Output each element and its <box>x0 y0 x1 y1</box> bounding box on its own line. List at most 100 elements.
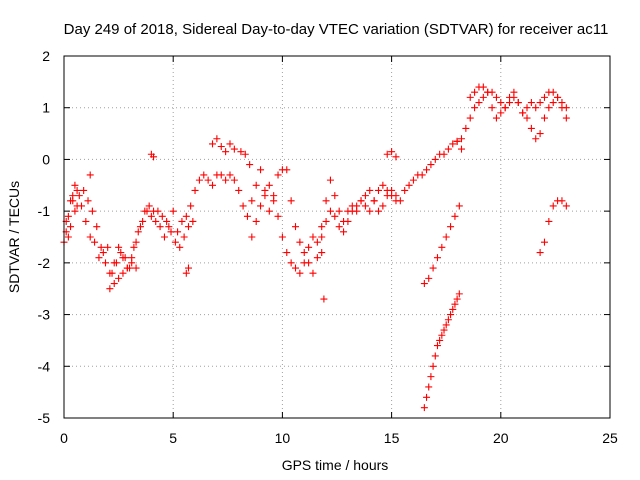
data-point <box>388 148 396 156</box>
data-point <box>69 192 77 200</box>
data-point <box>154 207 162 215</box>
data-point <box>379 181 387 189</box>
data-point <box>136 223 144 231</box>
data-point <box>453 137 461 145</box>
data-point <box>536 99 544 107</box>
data-point <box>184 223 192 231</box>
data-point <box>167 228 175 236</box>
data-point <box>425 383 433 391</box>
data-point <box>488 104 496 112</box>
data-point <box>106 285 114 293</box>
data-point <box>549 99 557 107</box>
data-point <box>130 243 138 251</box>
data-point <box>429 264 437 272</box>
data-point <box>510 88 518 96</box>
data-point <box>326 176 334 184</box>
data-point <box>366 207 374 215</box>
data-point <box>451 300 459 308</box>
data-point <box>300 259 308 267</box>
data-point <box>182 269 190 277</box>
data-point <box>97 243 105 251</box>
data-point <box>401 186 409 194</box>
data-point <box>71 207 79 215</box>
data-point <box>405 181 413 189</box>
data-point <box>274 171 282 179</box>
data-point <box>501 104 509 112</box>
y-tick-label: -1 <box>38 203 51 219</box>
data-point <box>241 150 249 158</box>
data-point <box>479 83 487 91</box>
data-point <box>519 109 527 117</box>
data-point <box>457 145 465 153</box>
data-point <box>433 342 441 350</box>
data-point <box>331 212 339 220</box>
data-point <box>388 192 396 200</box>
data-point <box>497 99 505 107</box>
data-point <box>93 223 101 231</box>
data-point <box>163 217 171 225</box>
data-point <box>257 202 265 210</box>
data-point <box>67 223 75 231</box>
data-point <box>134 228 142 236</box>
data-points <box>60 83 570 412</box>
data-point <box>200 171 208 179</box>
x-axis-label: GPS time / hours <box>282 457 389 473</box>
data-point <box>392 197 400 205</box>
y-tick-label: -4 <box>38 358 51 374</box>
data-point <box>455 202 463 210</box>
data-point <box>326 207 334 215</box>
data-point <box>431 155 439 163</box>
data-point <box>536 249 544 257</box>
data-point <box>119 254 127 262</box>
data-point <box>532 104 540 112</box>
data-point <box>484 88 492 96</box>
data-point <box>71 181 79 189</box>
data-point <box>296 269 304 277</box>
data-point <box>438 243 446 251</box>
data-point <box>322 197 330 205</box>
data-point <box>549 88 557 96</box>
data-point <box>195 176 203 184</box>
grid <box>64 56 610 418</box>
data-point <box>230 145 238 153</box>
data-point <box>438 331 446 339</box>
data-point <box>335 223 343 231</box>
data-point <box>86 171 94 179</box>
data-point <box>75 192 83 200</box>
data-point <box>132 264 140 272</box>
data-point <box>433 254 441 262</box>
data-point <box>444 145 452 153</box>
data-point <box>318 249 326 257</box>
data-point <box>305 243 313 251</box>
data-point <box>348 207 356 215</box>
data-point <box>246 161 254 169</box>
data-point <box>442 233 450 241</box>
data-point <box>497 109 505 117</box>
data-point <box>466 93 474 101</box>
data-point <box>361 202 369 210</box>
x-tick-label: 0 <box>60 430 68 446</box>
data-point <box>265 207 273 215</box>
data-point <box>536 130 544 138</box>
data-point <box>110 259 118 267</box>
data-point <box>176 243 184 251</box>
data-point <box>261 192 269 200</box>
y-tick-label: -3 <box>38 307 51 323</box>
data-point <box>239 202 247 210</box>
data-point <box>95 254 103 262</box>
y-tick-label: 0 <box>42 151 50 167</box>
data-point <box>283 166 291 174</box>
data-point <box>418 171 426 179</box>
data-point <box>187 202 195 210</box>
data-point <box>383 150 391 158</box>
x-tick-label: 5 <box>169 430 177 446</box>
data-point <box>431 352 439 360</box>
data-point <box>313 238 321 246</box>
data-point <box>449 305 457 313</box>
plot-frame <box>63 55 611 419</box>
y-tick-label: 1 <box>42 100 50 116</box>
data-point <box>147 212 155 220</box>
data-point <box>152 217 160 225</box>
x-tick-label: 10 <box>275 430 291 446</box>
data-point <box>67 197 75 205</box>
